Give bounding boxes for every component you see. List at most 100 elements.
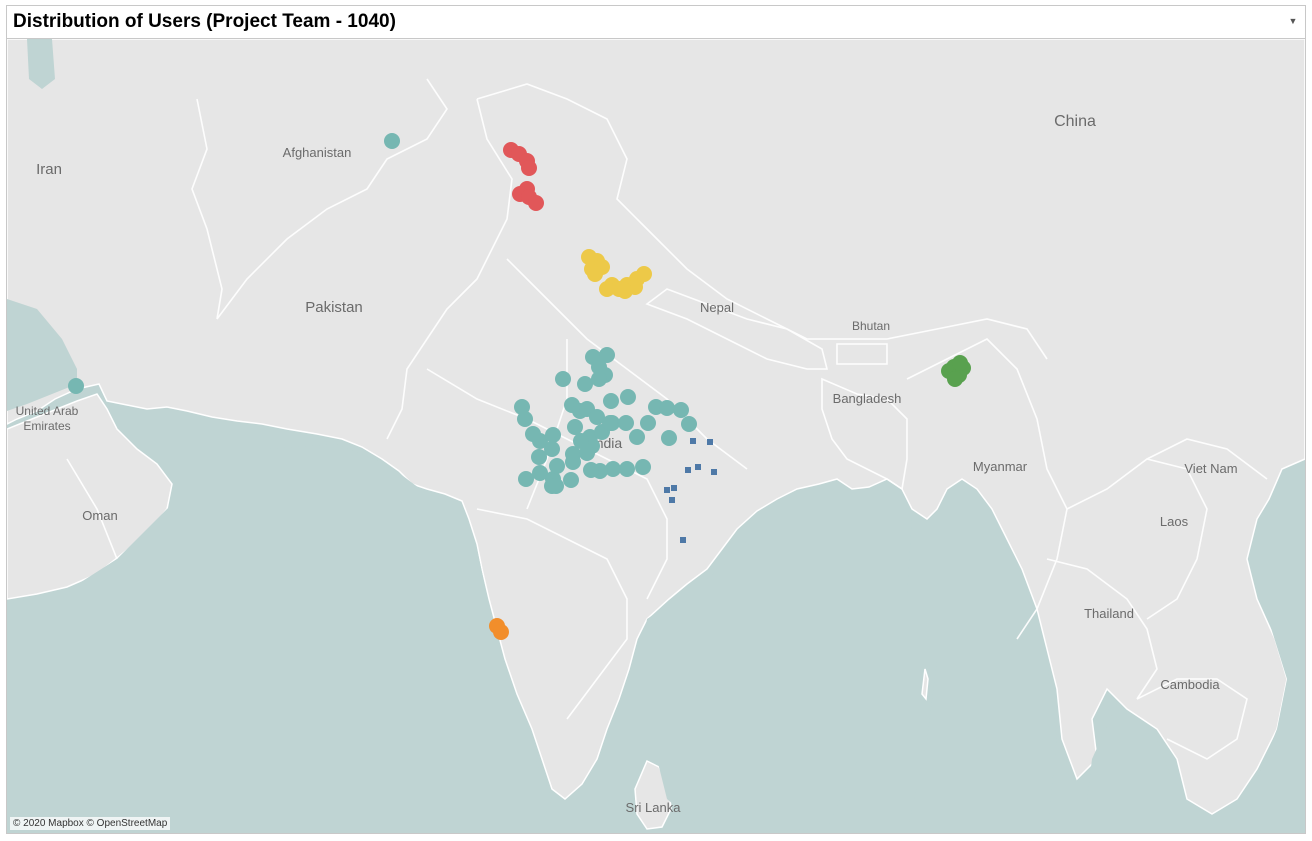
user-marker-yellow[interactable] <box>636 266 652 282</box>
water-andaman-sea <box>907 599 1057 833</box>
user-marker-teal[interactable] <box>518 471 534 487</box>
user-marker-blue[interactable] <box>671 485 677 491</box>
user-marker-teal[interactable] <box>384 133 400 149</box>
user-marker-teal[interactable] <box>545 427 561 443</box>
label-bhutan: Bhutan <box>852 319 890 333</box>
map-svg[interactable]: Afghanistan Iran Pakistan United Arab Em… <box>7 39 1305 833</box>
user-marker-blue[interactable] <box>690 438 696 444</box>
user-marker-green[interactable] <box>947 371 963 387</box>
border-vietnam <box>1146 438 1268 480</box>
map-attribution[interactable]: © 2020 Mapbox © OpenStreetMap <box>10 817 171 830</box>
border-nepal <box>645 288 829 370</box>
user-marker-teal[interactable] <box>629 429 645 445</box>
label-nepal: Nepal <box>700 300 734 315</box>
label-uae-2: Emirates <box>23 419 70 433</box>
user-marker-orange[interactable] <box>493 624 509 640</box>
user-marker-teal[interactable] <box>635 459 651 475</box>
user-marker-teal[interactable] <box>673 402 689 418</box>
user-marker-teal[interactable] <box>589 409 605 425</box>
label-bangladesh: Bangladesh <box>833 391 902 406</box>
user-marker-teal[interactable] <box>579 445 595 461</box>
user-marker-teal[interactable] <box>532 433 548 449</box>
user-marker-teal[interactable] <box>517 411 533 427</box>
user-marker-teal[interactable] <box>563 472 579 488</box>
user-marker-blue[interactable] <box>695 464 701 470</box>
water-bay-bengal <box>637 494 912 833</box>
user-marker-teal[interactable] <box>599 347 615 363</box>
user-marker-teal[interactable] <box>531 449 547 465</box>
borders-layer <box>66 78 1268 760</box>
label-myanmar: Myanmar <box>973 459 1028 474</box>
land-mainland <box>7 39 1305 815</box>
user-marker-teal[interactable] <box>583 462 599 478</box>
label-uae-1: United Arab <box>16 404 79 418</box>
user-marker-teal[interactable] <box>567 419 583 435</box>
user-marker-teal[interactable] <box>640 415 656 431</box>
user-marker-teal[interactable] <box>618 415 634 431</box>
user-marker-teal[interactable] <box>659 400 675 416</box>
user-marker-teal[interactable] <box>577 376 593 392</box>
border-oman <box>66 458 118 560</box>
user-marker-yellow[interactable] <box>617 283 633 299</box>
user-marker-blue[interactable] <box>680 537 686 543</box>
border-india-china <box>476 83 1048 360</box>
user-marker-yellow[interactable] <box>599 281 615 297</box>
user-marker-teal[interactable] <box>549 458 565 474</box>
user-marker-blue[interactable] <box>707 439 713 445</box>
user-marker-red[interactable] <box>521 160 537 176</box>
water-arabian-sea <box>7 444 552 833</box>
user-markers[interactable] <box>68 133 971 640</box>
label-oman: Oman <box>82 508 117 523</box>
label-laos: Laos <box>1160 514 1189 529</box>
user-marker-teal[interactable] <box>620 389 636 405</box>
label-sri-lanka: Sri Lanka <box>626 800 682 815</box>
user-marker-teal[interactable] <box>661 430 677 446</box>
user-marker-teal[interactable] <box>68 378 84 394</box>
water-gulf-thailand <box>1087 704 1172 833</box>
user-marker-teal[interactable] <box>681 416 697 432</box>
water-caspian <box>27 39 55 89</box>
user-marker-teal[interactable] <box>602 415 618 431</box>
user-marker-blue[interactable] <box>664 487 670 493</box>
user-marker-yellow[interactable] <box>587 266 603 282</box>
user-marker-red[interactable] <box>528 195 544 211</box>
border-afghan-pak <box>216 78 448 320</box>
user-marker-teal[interactable] <box>573 433 589 449</box>
border-cambodia <box>1136 678 1248 760</box>
chevron-down-icon[interactable]: ▼ <box>1288 16 1298 26</box>
border-thailand <box>1046 558 1158 700</box>
border-india-states-3 <box>476 508 628 720</box>
user-marker-teal[interactable] <box>555 371 571 387</box>
water-layer <box>7 39 1305 833</box>
user-marker-teal[interactable] <box>514 399 530 415</box>
border-bangladesh <box>821 377 908 491</box>
label-afghanistan: Afghanistan <box>283 145 352 160</box>
user-marker-teal[interactable] <box>619 461 635 477</box>
user-marker-teal[interactable] <box>532 465 548 481</box>
water-gulf <box>7 299 77 411</box>
user-marker-teal[interactable] <box>544 441 560 457</box>
user-marker-teal[interactable] <box>565 454 581 470</box>
map-panel: Distribution of Users (Project Team - 10… <box>6 5 1306 834</box>
user-marker-teal[interactable] <box>603 393 619 409</box>
border-bhutan <box>836 343 888 365</box>
label-vietnam: Viet Nam <box>1184 461 1237 476</box>
user-marker-teal[interactable] <box>605 461 621 477</box>
user-marker-blue[interactable] <box>711 469 717 475</box>
water-south-china-sea <box>1247 599 1305 833</box>
user-marker-green[interactable] <box>952 355 968 371</box>
user-marker-blue[interactable] <box>685 467 691 473</box>
map-labels: Afghanistan Iran Pakistan United Arab Em… <box>16 113 1238 815</box>
user-marker-teal[interactable] <box>548 478 564 494</box>
border-iran-afghan <box>191 98 223 320</box>
label-cambodia: Cambodia <box>1160 677 1220 692</box>
user-marker-teal[interactable] <box>591 371 607 387</box>
label-pakistan: Pakistan <box>305 299 363 316</box>
user-marker-blue[interactable] <box>669 497 675 503</box>
label-china: China <box>1054 113 1096 130</box>
land-andaman <box>921 668 929 701</box>
border-laos <box>1066 458 1208 620</box>
border-india-states-2 <box>426 368 668 600</box>
page-title: Distribution of Users (Project Team - 10… <box>13 11 396 32</box>
map-canvas[interactable]: Afghanistan Iran Pakistan United Arab Em… <box>7 39 1305 833</box>
